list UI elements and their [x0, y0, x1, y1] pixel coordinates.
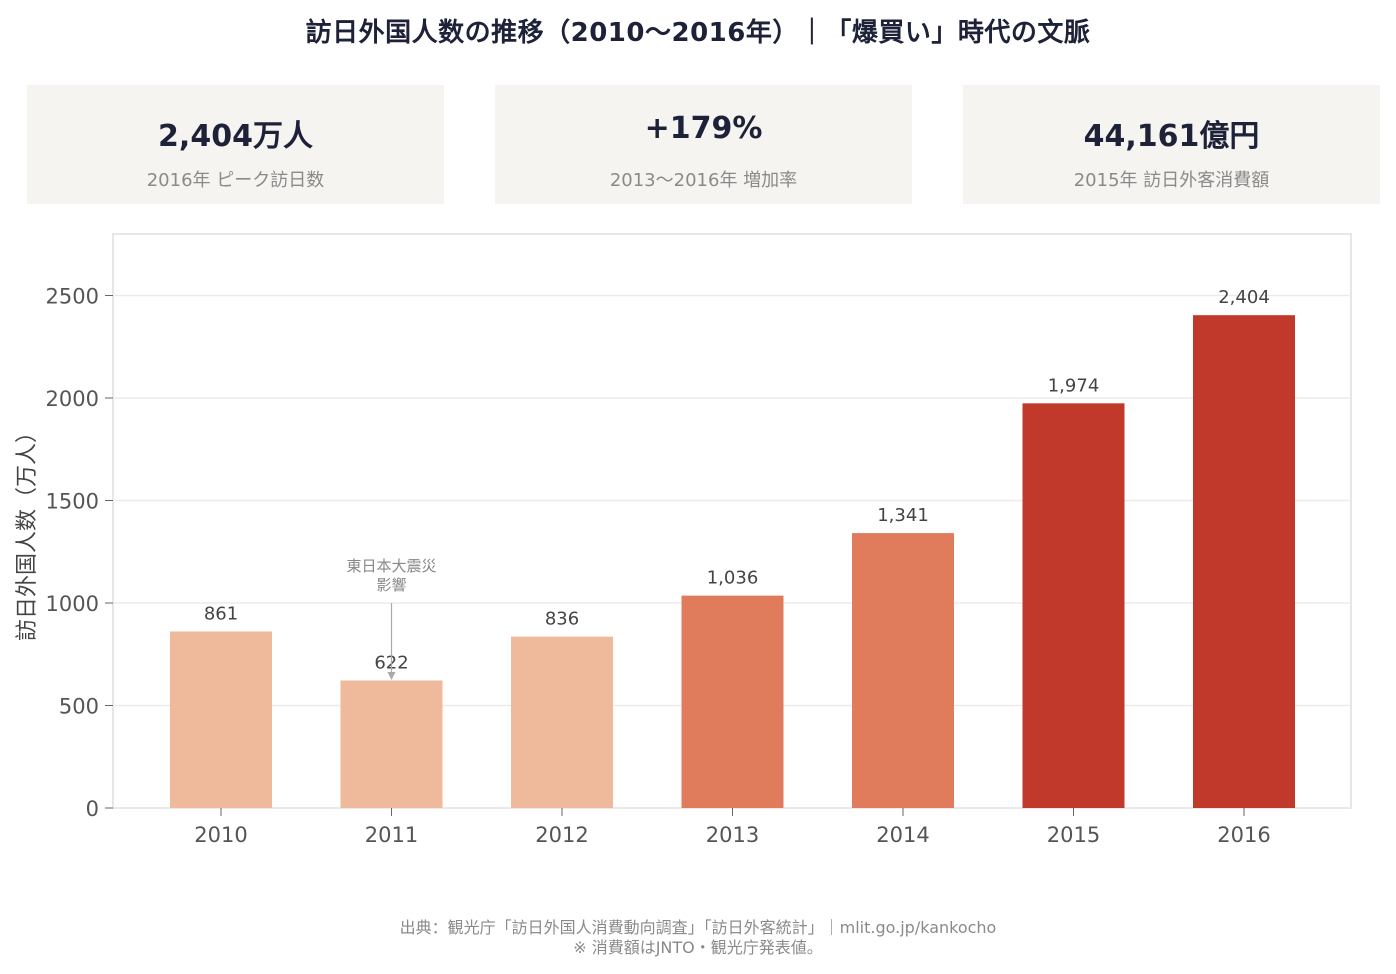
kpi-label: 2015年 訪日外客消費額	[1073, 170, 1270, 191]
data-label: 1,341	[877, 505, 929, 526]
data-label: 1,974	[1048, 375, 1100, 396]
kpi-card-peak-visitors: 2,404万人 2016年 ピーク訪日数	[27, 85, 444, 204]
x-tick-label: 2016	[1217, 823, 1270, 847]
bars	[170, 315, 1295, 808]
y-tick-label: 1000	[46, 592, 99, 616]
bar-2015	[1022, 403, 1125, 808]
source-line-1: 出典：観光庁「訪日外国人消費動向調査」「訪日外客統計」｜mlit.go.jp/k…	[399, 918, 997, 937]
y-tick-label: 0	[86, 797, 99, 821]
y-tick-label: 1500	[46, 490, 99, 514]
x-tick-label: 2011	[365, 823, 418, 847]
y-tick-label: 500	[59, 695, 99, 719]
y-tick-label: 2000	[46, 387, 99, 411]
x-tick-label: 2013	[706, 823, 759, 847]
kpi-value: 2,404万人	[158, 119, 313, 154]
data-label: 861	[204, 603, 238, 624]
annotation-text-line1: 東日本大震災	[346, 557, 436, 575]
source-line-2: ※ 消費額はJNTO・観光庁発表値。	[573, 938, 823, 957]
annotation-text-line2: 影響	[376, 576, 406, 594]
bar-2011	[340, 680, 443, 808]
kpi-value: +179%	[644, 111, 763, 146]
data-label: 2,404	[1218, 287, 1270, 308]
y-axis: 0 500 1000 1500 2000 2500	[46, 285, 113, 821]
data-label: 836	[545, 609, 579, 630]
bar-2010	[170, 631, 272, 808]
data-label: 1,036	[707, 568, 759, 589]
bar-2012	[511, 636, 613, 808]
kpi-label: 2013〜2016年 増加率	[609, 170, 798, 191]
kpi-row: 2,404万人 2016年 ピーク訪日数 +179% 2013〜2016年 増加…	[27, 85, 1380, 204]
kpi-card-growth-rate: +179% 2013〜2016年 増加率	[495, 85, 912, 204]
page-title: 訪日外国人数の推移（2010〜2016年）｜「爆買い」時代の文脈	[305, 18, 1091, 48]
kpi-label: 2016年 ピーク訪日数	[146, 170, 325, 191]
source-note: 出典：観光庁「訪日外国人消費動向調査」「訪日外客統計」｜mlit.go.jp/k…	[0, 918, 1396, 958]
bar-2013	[681, 595, 784, 808]
annotation-arrow-head	[387, 672, 396, 680]
kpi-value: 44,161億円	[1083, 119, 1260, 154]
x-tick-label: 2010	[194, 823, 247, 847]
x-axis: 2010 2011 2012 2013 2014 2015 2016	[194, 808, 1271, 847]
x-tick-label: 2015	[1047, 823, 1100, 847]
bar-2014	[852, 533, 954, 808]
y-tick-label: 2500	[46, 285, 99, 309]
x-tick-label: 2012	[535, 823, 588, 847]
y-axis-label: 訪日外国人数（万人）	[15, 421, 40, 641]
x-tick-label: 2014	[876, 823, 929, 847]
bar-2016	[1193, 315, 1295, 808]
kpi-card-spending: 44,161億円 2015年 訪日外客消費額	[963, 85, 1380, 204]
